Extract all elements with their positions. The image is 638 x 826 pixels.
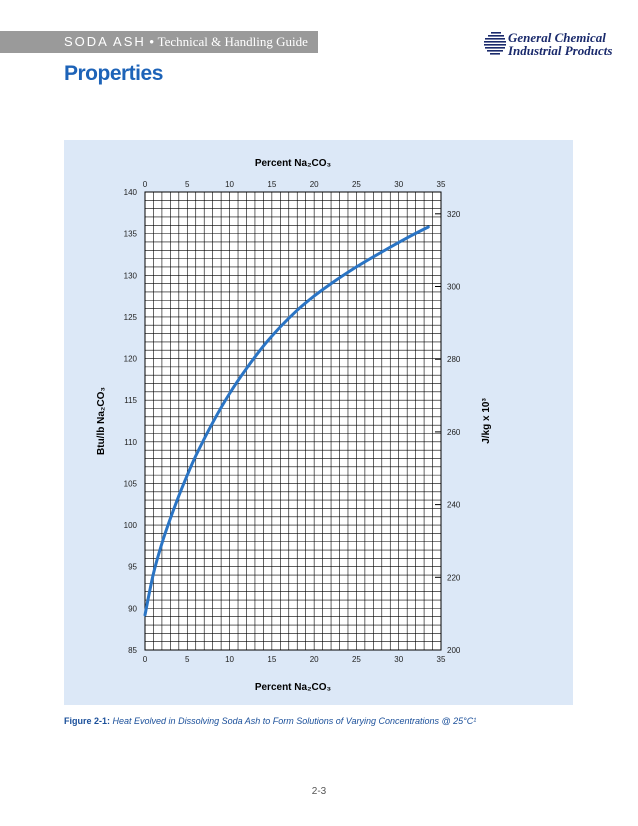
- y-tick-label-left: 110: [124, 438, 137, 447]
- header-bullet: •: [149, 34, 154, 49]
- x-tick-label-top: 15: [267, 180, 276, 189]
- x-tick-label-bottom: 30: [394, 655, 403, 664]
- y2-tick-label-right: 220: [447, 573, 461, 582]
- y2-tick-label-right: 300: [447, 283, 461, 292]
- x-tick-label-bottom: 10: [225, 655, 234, 664]
- y2-tick-label-right: 320: [447, 210, 461, 219]
- y-tick-label-left: 90: [128, 604, 137, 613]
- logo-line-1: General Chemical: [508, 30, 606, 45]
- company-logo: General Chemical Industrial Products: [482, 30, 622, 58]
- y-tick-label-left: 120: [124, 355, 138, 364]
- y-tick-label-left: 140: [124, 188, 138, 197]
- x-axis-label-top: Percent Na₂CO₃: [255, 158, 332, 169]
- series-line: [143, 225, 430, 617]
- y-tick-label-left: 125: [124, 313, 138, 322]
- x-tick-label-top: 30: [394, 180, 403, 189]
- x-tick-label-bottom: 0: [143, 655, 148, 664]
- y2-tick-label-right: 200: [447, 646, 461, 655]
- x-tick-label-top: 10: [225, 180, 234, 189]
- y-tick-label-left: 135: [124, 230, 138, 239]
- x-tick-label-top: 35: [437, 180, 446, 189]
- y2-tick-label-right: 240: [447, 501, 461, 510]
- page-title: Properties: [64, 62, 163, 85]
- y-tick-label-left: 100: [124, 521, 138, 530]
- x-tick-label-top: 0: [143, 180, 148, 189]
- header-bar: SODA ASH • Technical & Handling Guide: [0, 31, 318, 53]
- x-tick-label-bottom: 20: [310, 655, 319, 664]
- plot-frame: [144, 191, 442, 651]
- header-title: SODA ASH • Technical & Handling Guide: [64, 33, 308, 51]
- heat-of-solution-chart: 0 0 5 5 10 10 15 15 20 20 25 25 30 30 35 35 85 90 95 100 105…: [96, 158, 492, 693]
- x-tick-label-top: 5: [185, 180, 190, 189]
- x-tick-label-bottom: 5: [185, 655, 190, 664]
- x-tick-label-bottom: 35: [437, 655, 446, 664]
- x-tick-label-top: 20: [310, 180, 319, 189]
- chart-ticks: 0 0 5 5 10 10 15 15 20 20 25 25 30 30 35 35 85 90 95 100 105…: [124, 180, 461, 664]
- x-tick-label-bottom: 15: [267, 655, 276, 664]
- y-tick-label-left: 115: [124, 396, 137, 405]
- header-brand: SODA ASH: [64, 34, 146, 49]
- y-tick-label-left: 85: [128, 646, 137, 655]
- x-tick-label-bottom: 25: [352, 655, 361, 664]
- x-tick-label-top: 25: [352, 180, 361, 189]
- chart-panel: 0 0 5 5 10 10 15 15 20 20 25 25 30 30 35 35 85 90 95 100 105…: [64, 140, 573, 705]
- header-subtitle: Technical & Handling Guide: [157, 34, 308, 49]
- caption-text: Heat Evolved in Dissolving Soda Ash to F…: [112, 716, 477, 726]
- y-axis-label-right: J/kg x 10³: [481, 398, 492, 444]
- plot-background: [145, 192, 441, 650]
- x-axis-label-bottom: Percent Na₂CO₃: [255, 682, 332, 693]
- y2-tick-label-right: 260: [447, 428, 461, 437]
- y-tick-label-left: 105: [124, 479, 138, 488]
- figure-caption: Figure 2-1: Heat Evolved in Dissolving S…: [64, 716, 476, 726]
- globe-icon: [484, 32, 506, 55]
- logo-line-2: Industrial Products: [508, 43, 613, 58]
- y-axis-label-left: Btu/lb Na₂CO₃: [96, 387, 107, 455]
- y-tick-label-left: 95: [128, 563, 137, 572]
- y-tick-label-left: 130: [124, 271, 138, 280]
- caption-label: Figure 2-1:: [64, 716, 111, 726]
- y2-tick-label-right: 280: [447, 355, 461, 364]
- chart-grid: [144, 191, 442, 651]
- page-number: 2-3: [311, 786, 327, 797]
